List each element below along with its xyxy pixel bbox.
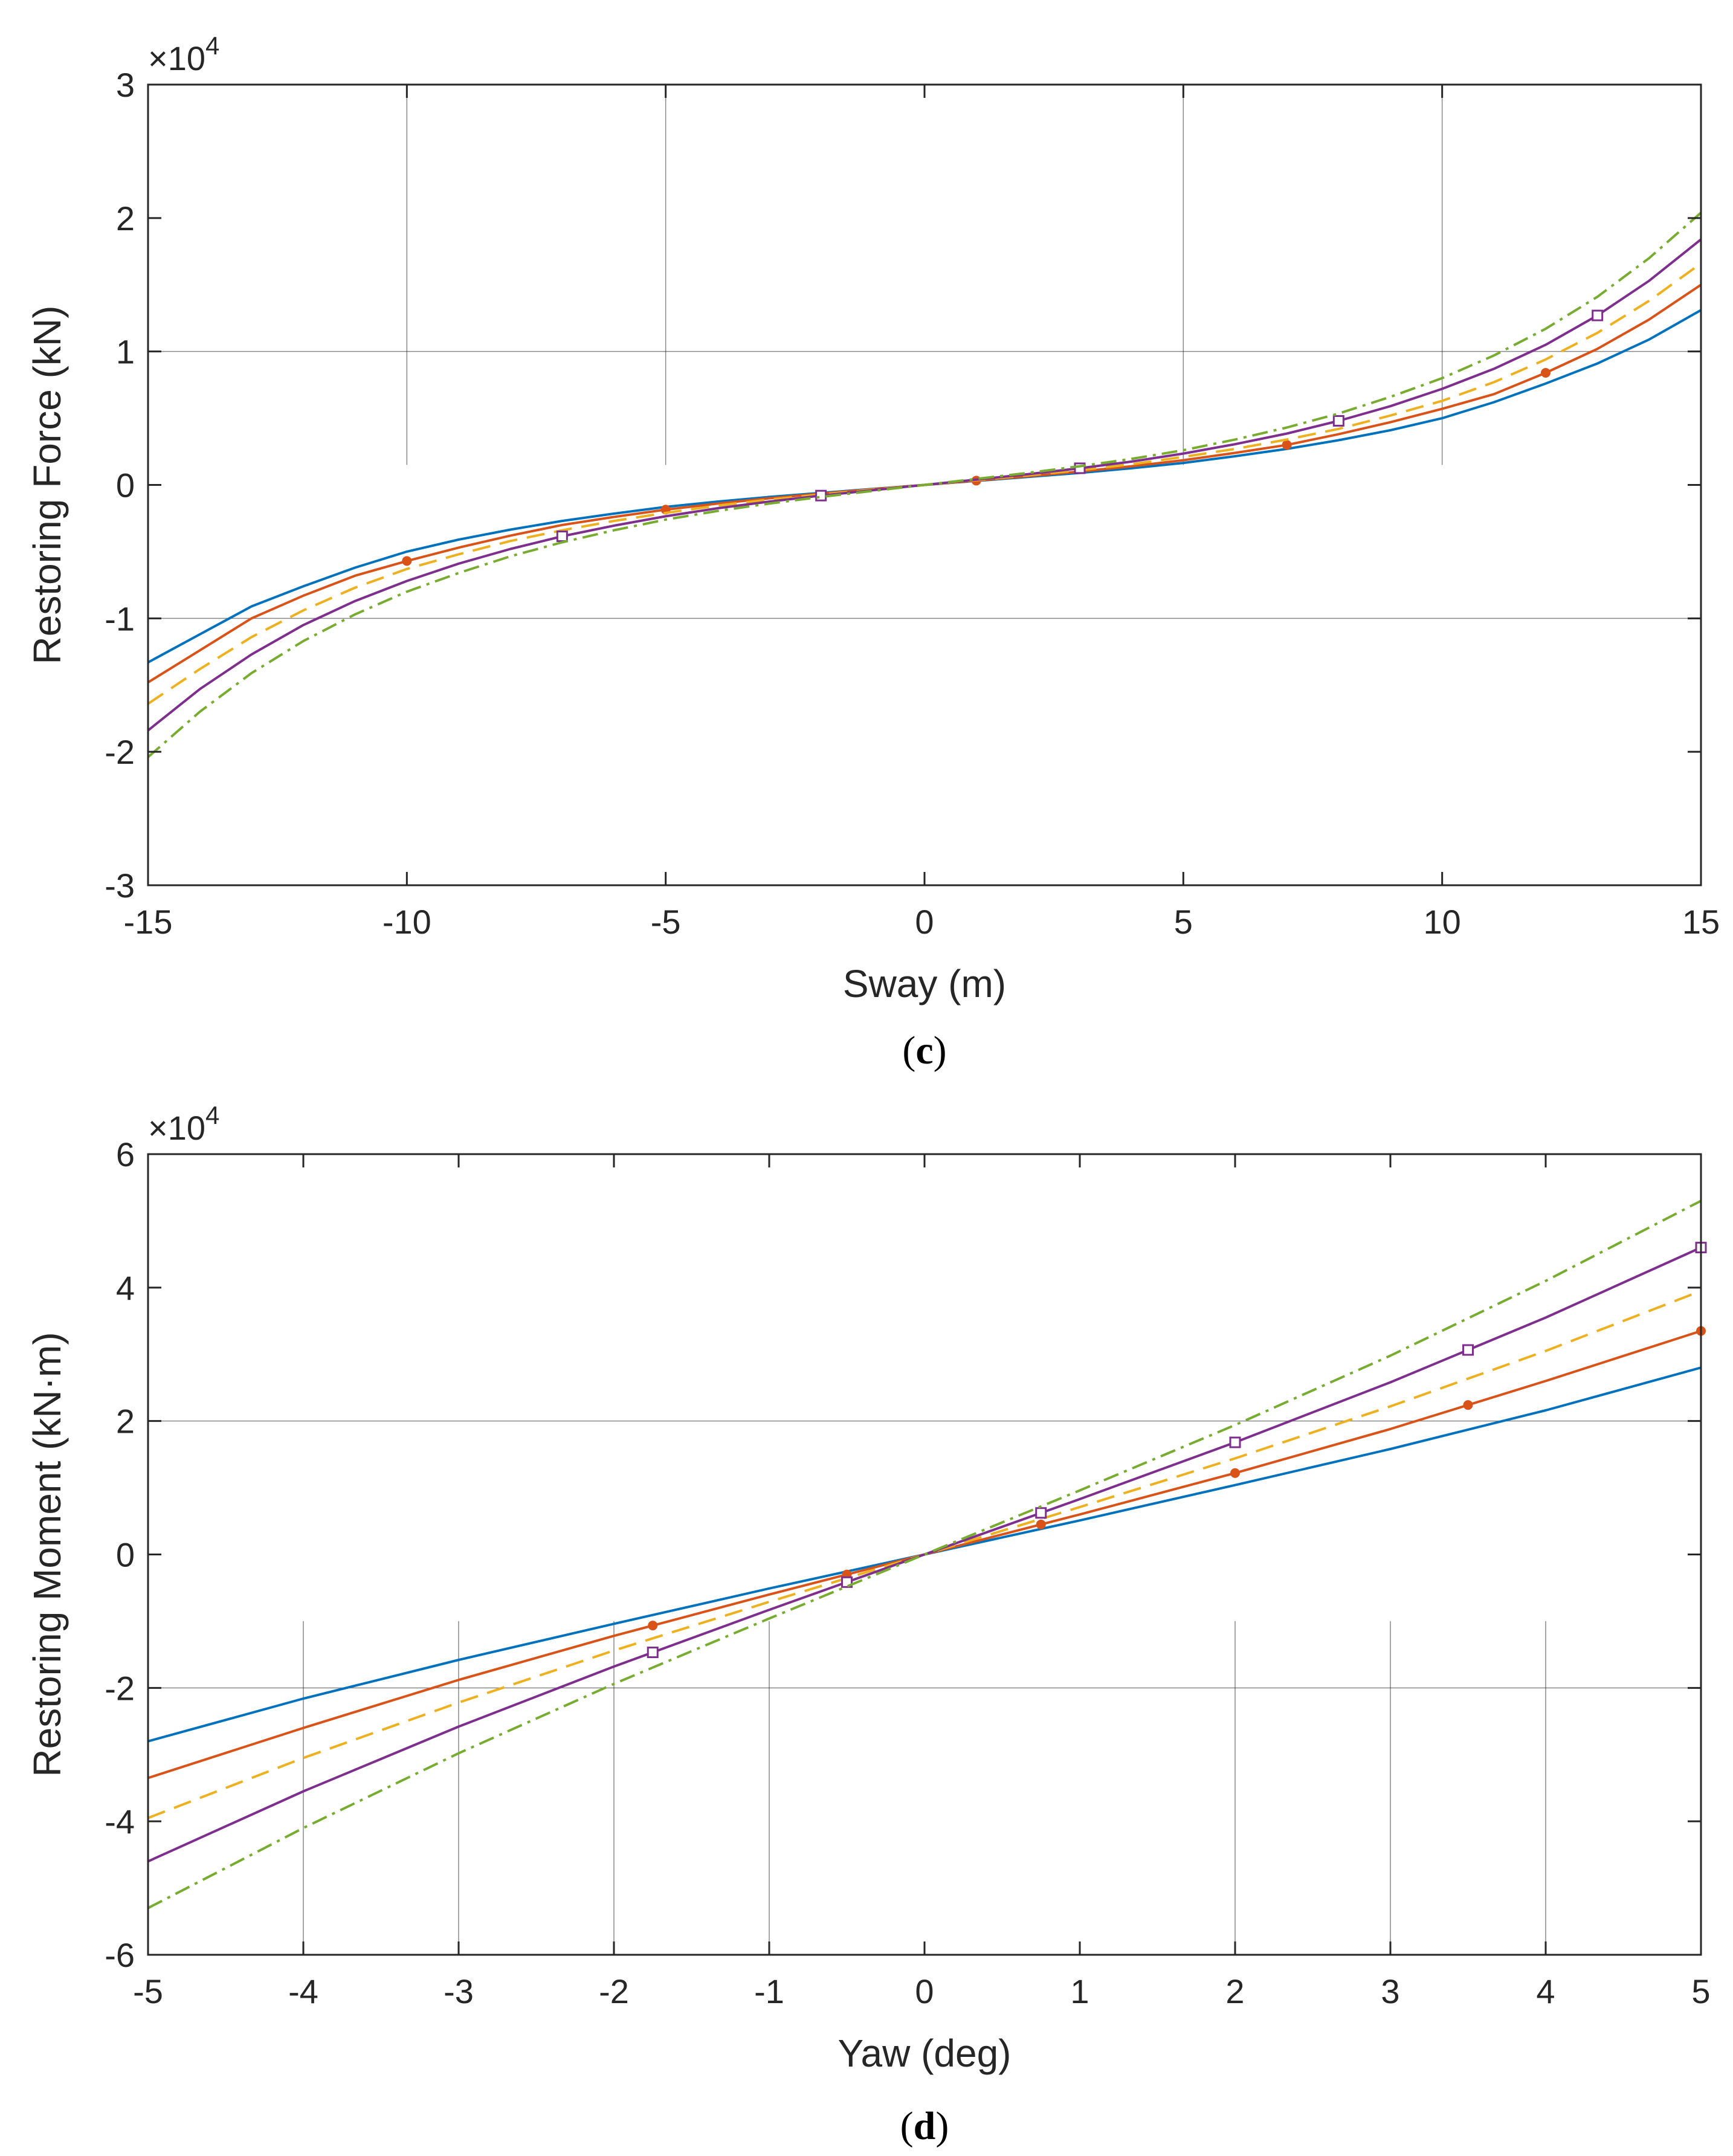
series-marker-series4	[1035, 1507, 1047, 1519]
x-tick-label: 3	[1381, 1972, 1399, 2010]
series-group	[147, 211, 1702, 758]
series-marker-series4	[556, 531, 568, 543]
caption-letter: c	[915, 1028, 933, 1073]
y-tick-label: 0	[116, 466, 135, 505]
caption-open: (	[900, 2104, 914, 2148]
tick-group: -5 -4 -3 -2 -1 0 1 2 3 4 5 -6 -4 -2 0 2 4 6	[105, 1135, 1710, 2010]
y-tick-label: -2	[105, 1669, 135, 1707]
exponent-label: ×104	[148, 1101, 219, 1147]
exponent-label: ×104	[148, 31, 219, 77]
x-tick-label: 1	[1070, 1972, 1089, 2010]
x-tick-label: 2	[1225, 1972, 1244, 2010]
exponent-prefix: ×10	[148, 1109, 205, 1147]
y-tick-label: 6	[116, 1135, 135, 1173]
y-tick-label: -2	[105, 733, 135, 771]
x-tick-label: -5	[651, 903, 681, 941]
x-tick-label: 4	[1536, 1972, 1555, 2010]
x-axis-label: Sway (m)	[843, 962, 1006, 1005]
x-tick-label: 15	[1682, 903, 1720, 941]
series-marker-series4	[647, 1647, 659, 1659]
y-tick-label: -4	[105, 1803, 135, 1841]
x-tick-label: 0	[915, 1972, 934, 2010]
series-marker-series2	[1036, 1519, 1046, 1529]
grid-lines	[148, 1420, 1701, 1955]
series-marker-series2	[1463, 1400, 1473, 1410]
y-axis-label: Restoring Moment (kN·m)	[25, 1332, 69, 1777]
y-tick-label: -6	[105, 1936, 135, 1974]
y-tick-label: -1	[105, 599, 135, 637]
panel-caption: (c)	[902, 1028, 946, 1073]
caption-close: )	[934, 1028, 947, 1073]
y-tick-label: 2	[116, 1402, 135, 1441]
y-axis-label: Restoring Force (kN)	[25, 306, 69, 665]
x-tick-label: -5	[133, 1972, 163, 2010]
series-marker-series4	[1592, 309, 1604, 321]
caption-open: (	[902, 1028, 915, 1073]
x-tick-label: -10	[382, 903, 431, 941]
x-tick-label: 5	[1174, 903, 1193, 941]
exponent-prefix: ×10	[148, 39, 205, 77]
x-tick-label: 10	[1424, 903, 1461, 941]
series-marker-series4	[1332, 415, 1344, 427]
y-tick-label: 2	[116, 199, 135, 237]
series-marker-series2	[1230, 1468, 1240, 1478]
x-tick-label: 5	[1691, 1972, 1710, 2010]
exponent-power: 4	[205, 31, 219, 60]
panel-caption: (d)	[900, 2104, 949, 2148]
x-tick-label: -4	[288, 1972, 318, 2010]
series-line-series4	[147, 1246, 1702, 1863]
y-tick-label: 4	[116, 1269, 135, 1307]
series-marker-series2	[648, 1621, 658, 1631]
series-marker-series4	[1229, 1436, 1241, 1448]
series-marker-series2	[402, 556, 412, 566]
y-tick-label: -3	[105, 867, 135, 905]
caption-letter: d	[914, 2104, 936, 2148]
y-tick-label: 0	[116, 1536, 135, 1574]
x-tick-label: -2	[599, 1972, 629, 2010]
x-tick-label: 0	[915, 903, 934, 941]
x-axis-label: Yaw (deg)	[838, 2032, 1012, 2075]
x-tick-label: -1	[754, 1972, 784, 2010]
y-tick-label: 1	[116, 333, 135, 371]
x-tick-label: -15	[124, 903, 173, 941]
exponent-power: 4	[205, 1101, 219, 1129]
series-marker-series2	[1541, 368, 1551, 378]
series-line-series5	[147, 1199, 1702, 1909]
x-tick-label: -3	[444, 1972, 474, 2010]
series-line-series5	[147, 211, 1702, 758]
series-marker-series2	[1282, 440, 1292, 450]
caption-close: )	[935, 2104, 949, 2148]
series-marker-series4	[815, 489, 827, 502]
series-marker-series4	[1462, 1344, 1474, 1356]
y-tick-label: 3	[116, 66, 135, 104]
